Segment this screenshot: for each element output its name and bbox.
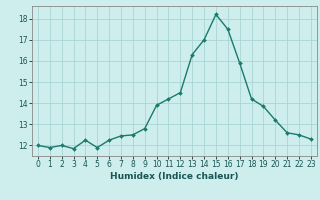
X-axis label: Humidex (Indice chaleur): Humidex (Indice chaleur) (110, 172, 239, 181)
